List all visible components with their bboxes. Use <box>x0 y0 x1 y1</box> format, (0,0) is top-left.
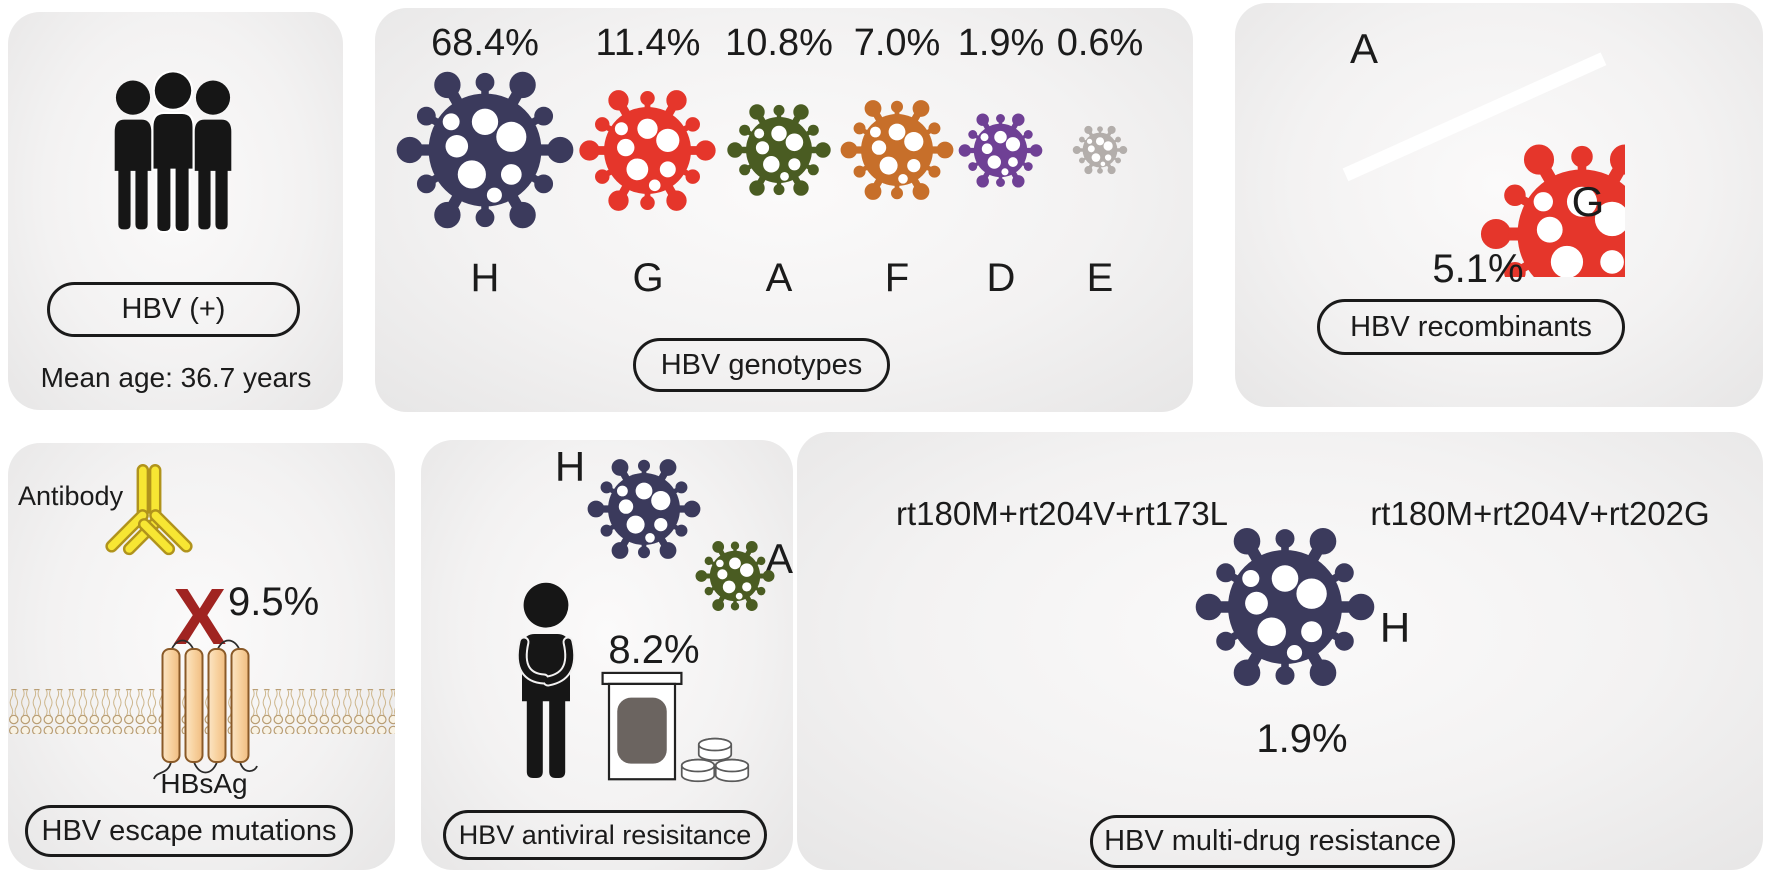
genotypes-pill: HBV genotypes <box>633 338 890 392</box>
multidrug-resistance-pill: HBV multi-drug resistance <box>1090 815 1455 868</box>
panel-recombinants: A G 5.1% HBV recombinants <box>1235 3 1763 407</box>
blocked-x-icon: X <box>173 572 227 661</box>
virus-icon-genotype-h <box>391 56 579 244</box>
people-group-icon <box>114 65 232 237</box>
genotype-letter: A <box>765 256 793 300</box>
recombinant-genotype-top-label: A <box>1349 25 1379 72</box>
virus-icon-genotype-a <box>724 95 834 205</box>
antiviral-percent: 8.2% <box>608 628 700 672</box>
virus-icon-antiviral-a <box>693 534 777 618</box>
mutation-combo-right: rt180M+rt204V+rt202G <box>1370 495 1710 532</box>
genotype-percent: 68.4% <box>431 22 539 64</box>
genotype-letter: G <box>632 256 664 300</box>
pill-bottle-icon <box>601 671 683 781</box>
recombinant-genotype-bottom-label: G <box>1571 178 1605 225</box>
escape-mutations-label: HBV escape mutations <box>41 814 337 847</box>
genotypes-label: HBV genotypes <box>660 348 863 381</box>
genotype-percent: 1.9% <box>957 22 1045 64</box>
tablet-icon <box>714 758 750 784</box>
recombinant-virus-icon <box>1342 52 1582 234</box>
multidrug-genotype-label: H <box>1379 604 1411 651</box>
hbv-positive-label: HBV (+) <box>121 293 226 325</box>
genotype-percent: 7.0% <box>853 22 941 64</box>
hbv-positive-pill: HBV (+) <box>47 282 300 337</box>
antibody-label: Antibody <box>18 481 124 511</box>
mean-age-text: Mean age: 36.7 years <box>40 362 312 393</box>
genotype-letter: E <box>1086 256 1114 300</box>
multidrug-resistance-label: HBV multi-drug resistance <box>1104 825 1441 857</box>
antiviral-resistance-pill: HBV antiviral resisitance <box>443 810 767 860</box>
genotype-percent: 11.4% <box>595 22 701 64</box>
panel-multidrug-resistance: rt180M+rt204V+rt173L rt180M+rt204V+rt202… <box>797 432 1763 870</box>
virus-icon-genotype-e <box>1071 121 1129 179</box>
panel-hbv-positive: HBV (+) Mean age: 36.7 years <box>8 12 343 410</box>
tablet-icon <box>680 758 716 784</box>
virus-icon-antiviral-h <box>584 449 704 569</box>
patient-icon <box>516 582 576 778</box>
virus-icon-multidrug-h <box>1190 512 1380 702</box>
membrane-hbsag-icon <box>8 639 395 780</box>
genotype-letter: D <box>986 256 1016 300</box>
genotype-percent: 10.8% <box>725 22 833 64</box>
multidrug-percent: 1.9% <box>1256 717 1348 761</box>
panel-antiviral-resistance: H A 8.2% HBV antiviral resisitance <box>421 440 793 870</box>
virus-icon-genotype-f <box>837 90 957 210</box>
panel-escape-mutations: Antibody X 9.5% <box>8 443 395 870</box>
antibody-icon <box>105 464 193 556</box>
recombinants-percent: 5.1% <box>1432 247 1524 291</box>
escape-percent: 9.5% <box>228 580 320 624</box>
antiviral-resistance-label: HBV antiviral resisitance <box>458 819 752 850</box>
panel-genotypes: 68.4% H 11.4% G 10.8% A 7.0% F 1.9% D 0.… <box>375 8 1193 412</box>
genotype-percent: 0.6% <box>1056 22 1144 64</box>
hbsag-label: HBsAg <box>160 768 248 799</box>
recombinants-label: HBV recombinants <box>1350 310 1592 343</box>
antiviral-genotype-h-label: H <box>554 443 586 490</box>
genotype-letter: H <box>470 256 500 300</box>
virus-icon-genotype-d <box>956 106 1045 195</box>
recombinants-pill: HBV recombinants <box>1317 299 1625 355</box>
mutation-combo-left: rt180M+rt204V+rt173L <box>895 495 1229 532</box>
virus-icon-genotype-g <box>575 78 720 223</box>
escape-mutations-pill: HBV escape mutations <box>25 805 353 857</box>
genotype-letter: F <box>884 256 910 300</box>
